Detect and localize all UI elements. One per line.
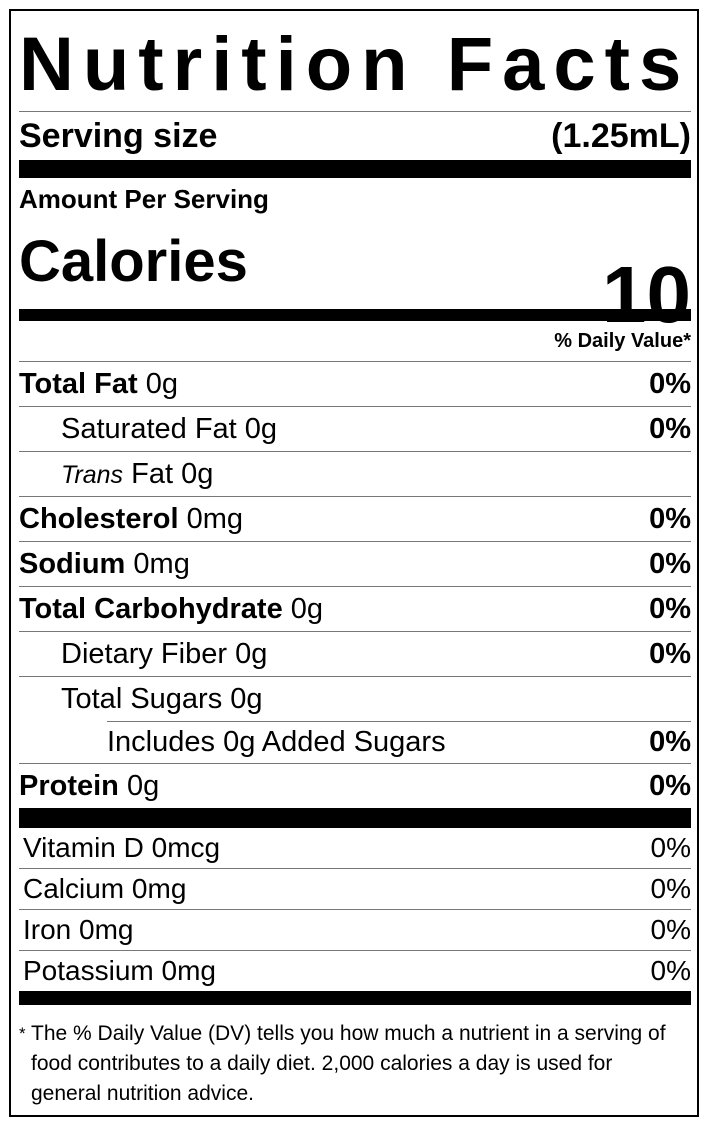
nutrient-name: Total Carbohydrate	[19, 592, 283, 625]
calories-row: Calories 10	[19, 215, 691, 339]
nutrient-row: Trans Fat 0g	[19, 451, 691, 496]
nutrient-amount: 0g	[235, 637, 268, 670]
nutrient-dv: 0%	[649, 412, 691, 445]
nutrient-row: Total Fat 0g 0%	[19, 361, 691, 406]
nutrient-row: Dietary Fiber 0g 0%	[19, 631, 691, 676]
nutrient-name: Total Sugars	[61, 682, 223, 715]
nutrient-row: Total Sugars 0g	[19, 676, 691, 721]
serving-value: (1.25mL)	[551, 116, 691, 155]
nutrition-label: Nutrition Facts Serving size (1.25mL) Am…	[9, 9, 699, 1117]
footnote-mark: *	[19, 1024, 26, 1043]
nutrient-name: Cholesterol	[19, 502, 179, 535]
nutrient-row: Includes 0g Added Sugars 0%	[107, 721, 691, 763]
footnote: * The % Daily Value (DV) tells you how m…	[19, 1005, 691, 1109]
vitamin-name: Iron	[23, 914, 72, 945]
vitamin-amount: 0mg	[131, 873, 187, 904]
nutrient-dv: 0%	[649, 637, 691, 670]
vitamin-name: Potassium	[23, 955, 154, 986]
vitamin-row: Calcium 0mg 0%	[19, 868, 691, 909]
indent-wrap: Includes 0g Added Sugars 0%	[19, 721, 691, 763]
footnote-text: The % Daily Value (DV) tells you how muc…	[31, 1022, 666, 1105]
nutrient-name: Dietary Fiber	[61, 637, 227, 670]
title: Nutrition Facts	[19, 22, 691, 107]
nutrient-prefix: Trans	[61, 460, 124, 489]
nutrient-amount: 0g	[145, 367, 179, 400]
vitamin-amount: 0mcg	[151, 832, 221, 863]
amount-per-serving: Amount Per Serving	[19, 184, 269, 214]
vitamin-name: Vitamin D	[23, 832, 144, 863]
nutrient-row: Total Carbohydrate 0g 0%	[19, 586, 691, 631]
nutrient-dv: 0%	[649, 547, 691, 580]
divider	[19, 160, 691, 178]
nutrient-amount: 0mg	[133, 547, 190, 580]
nutrient-row: Sodium 0mg 0%	[19, 541, 691, 586]
vitamin-dv: 0%	[650, 832, 691, 863]
nutrient-row: Cholesterol 0mg 0%	[19, 496, 691, 541]
nutrient-dv: 0%	[649, 592, 691, 625]
daily-value-header: % Daily Value*	[554, 330, 691, 352]
nutrient-amount: 0g	[126, 769, 160, 802]
calories-value: 10	[602, 250, 691, 339]
nutrient-name: Total Fat	[19, 367, 138, 400]
divider	[19, 808, 691, 828]
vitamin-dv: 0%	[650, 873, 691, 904]
serving-row: Serving size (1.25mL)	[19, 111, 691, 160]
nutrient-amount: 0g	[181, 457, 214, 490]
vitamin-amount: 0mg	[161, 955, 216, 986]
calories-label: Calories	[19, 229, 248, 294]
nutrient-dv: 0%	[649, 769, 691, 802]
divider	[19, 309, 691, 321]
nutrient-amount: 0g	[244, 412, 278, 445]
nutrient-name: Protein	[19, 769, 119, 802]
nutrient-dv: 0%	[649, 367, 691, 400]
nutrient-amount: 0g	[290, 592, 324, 625]
nutrient-name: Sodium	[19, 547, 126, 580]
nutrient-name: Fat	[131, 457, 174, 490]
vitamin-row: Iron 0mg 0%	[19, 909, 691, 950]
nutrient-row: Protein 0g 0%	[19, 763, 691, 808]
vitamin-dv: 0%	[650, 955, 691, 986]
vitamin-name: Calcium	[23, 873, 125, 904]
serving-label: Serving size	[19, 116, 218, 155]
vitamin-row: Vitamin D 0mcg 0%	[19, 828, 691, 868]
nutrient-row: Saturated Fat 0g 0%	[19, 406, 691, 451]
nutrient-amount: 0mg	[186, 502, 244, 535]
nutrient-dv: 0%	[649, 726, 691, 758]
nutrient-amount: 0g	[230, 682, 263, 715]
nutrient-name: Includes 0g Added Sugars	[107, 726, 446, 758]
divider	[19, 991, 691, 1005]
nutrient-name: Saturated Fat	[61, 412, 237, 445]
vitamin-dv: 0%	[650, 914, 691, 945]
vitamin-amount: 0mg	[79, 914, 134, 945]
vitamin-row: Potassium 0mg 0%	[19, 950, 691, 991]
nutrient-dv: 0%	[649, 502, 691, 535]
